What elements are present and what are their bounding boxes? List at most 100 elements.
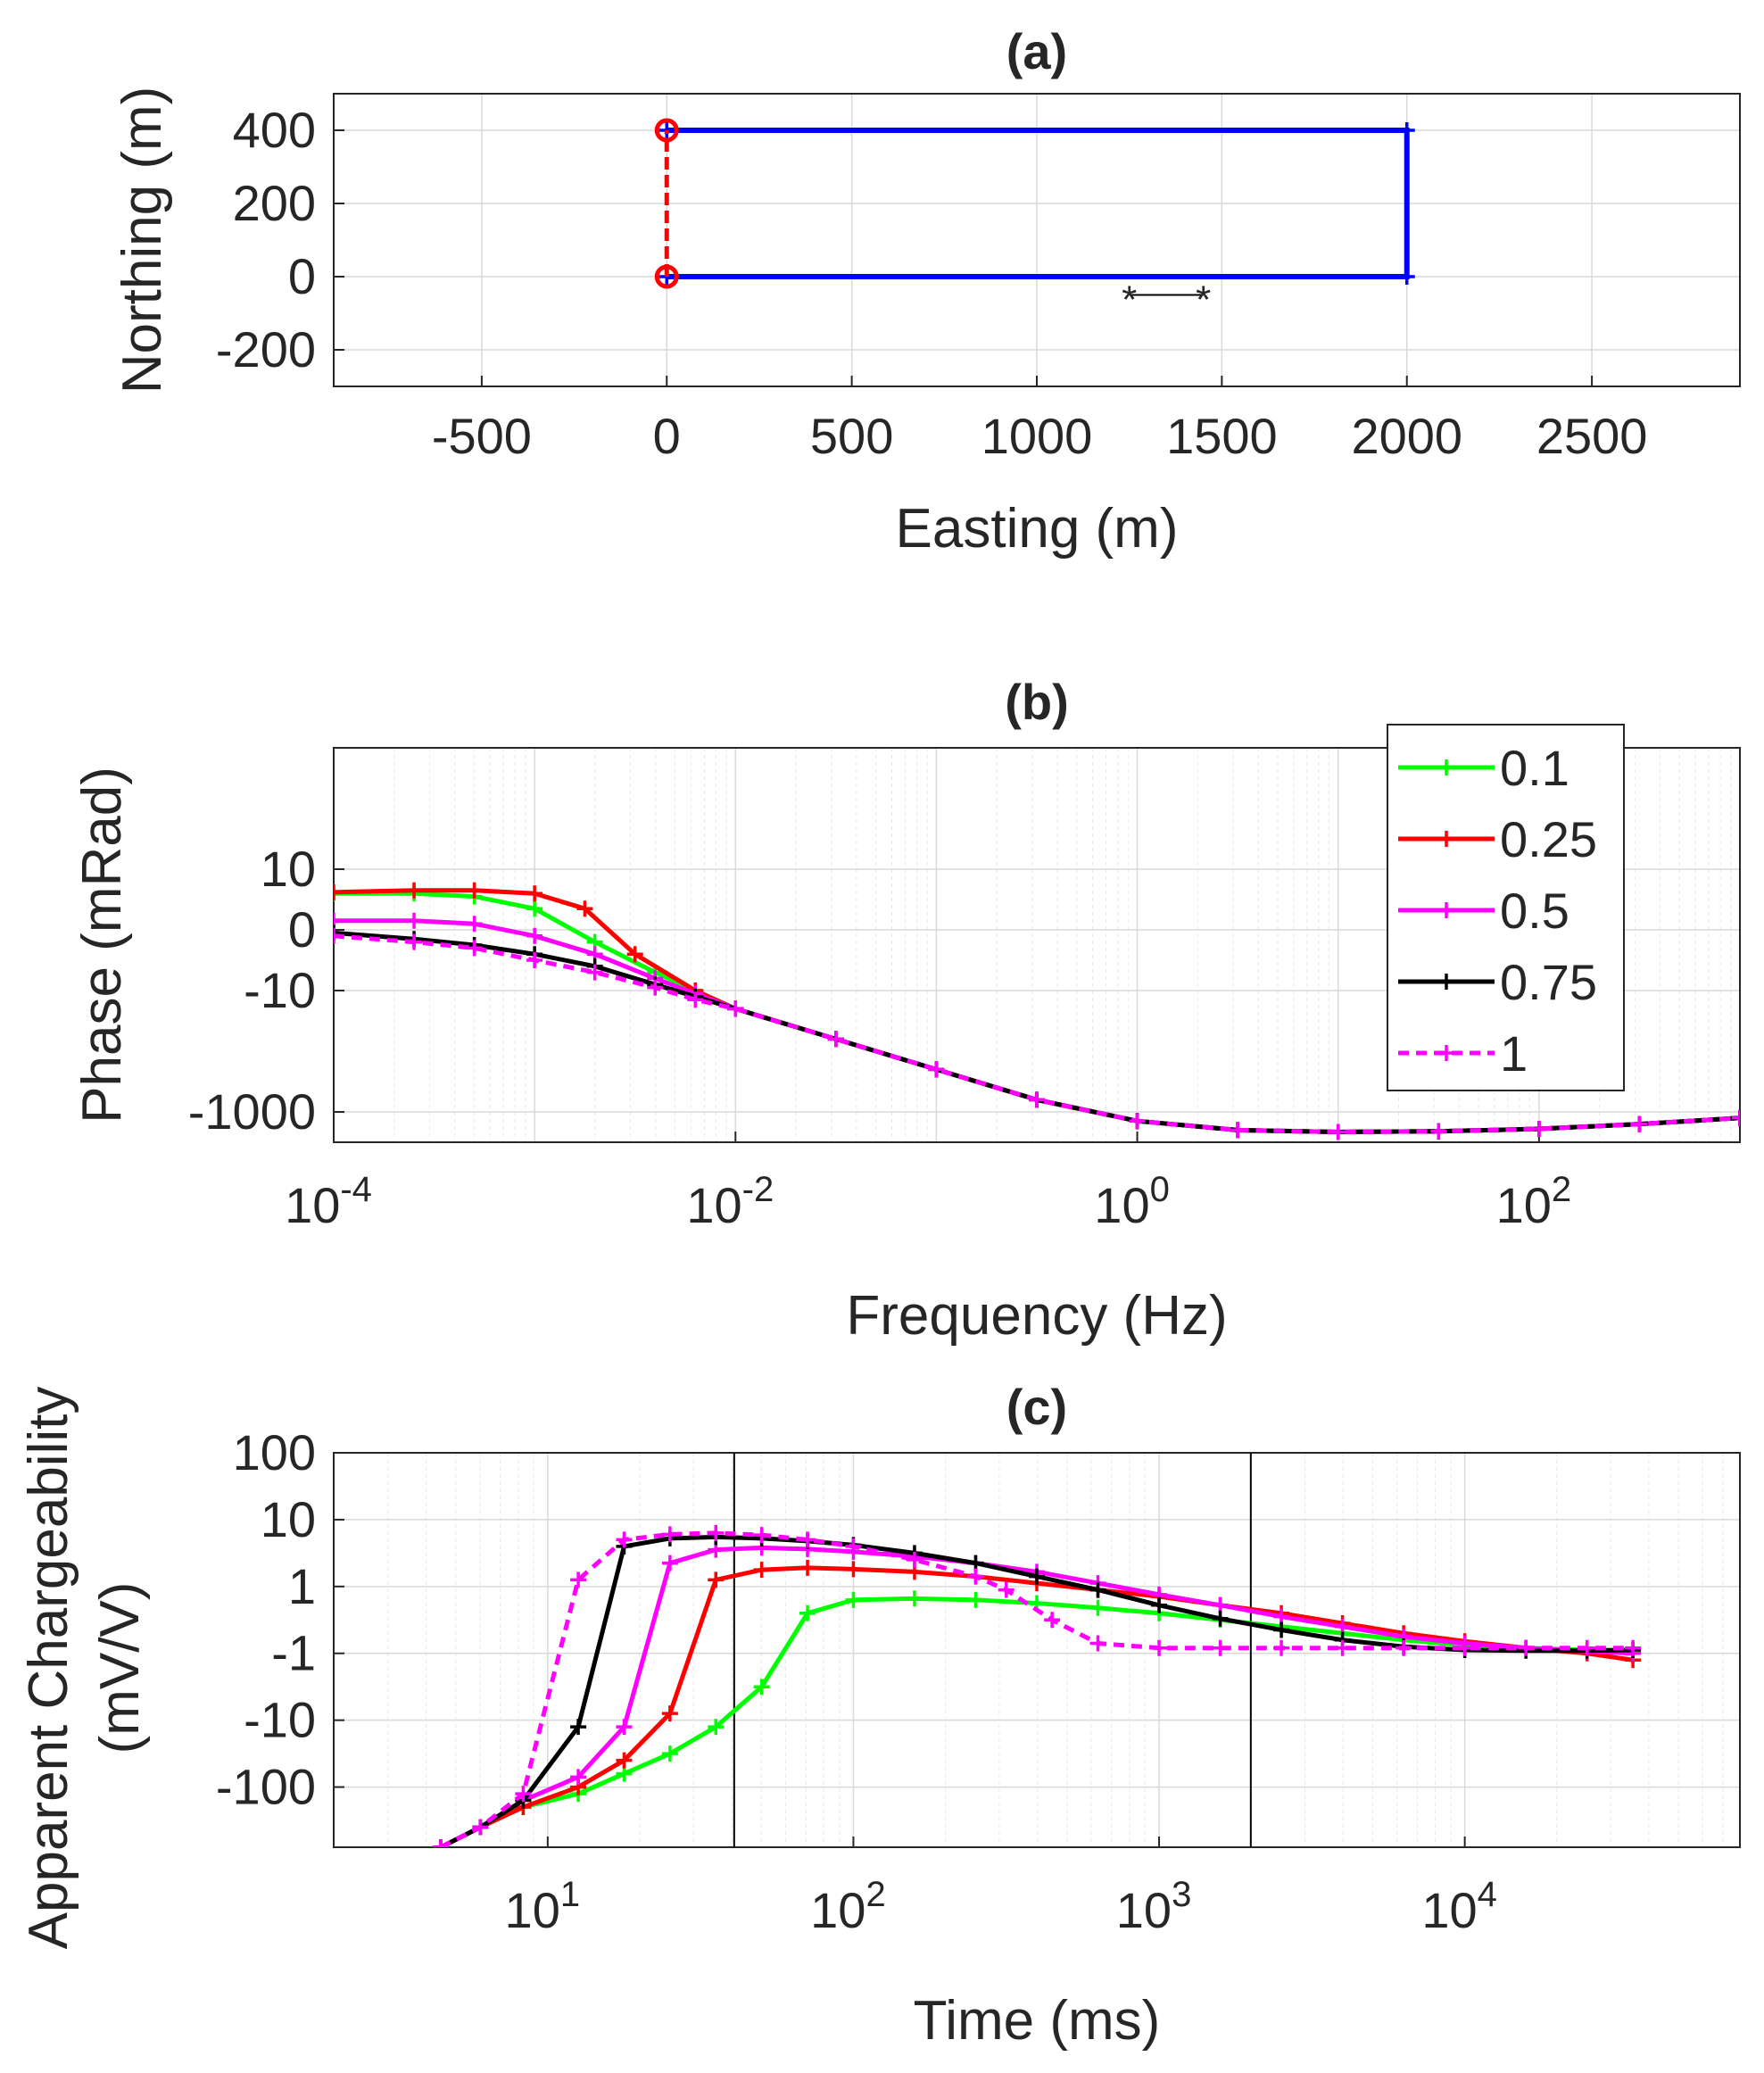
c-marker-1 — [661, 1526, 678, 1543]
b-marker-0.25 — [334, 883, 342, 900]
b-axes-frame — [333, 747, 1741, 1143]
c-marker-0.1 — [799, 1605, 816, 1621]
b-marker-0.75 — [334, 925, 342, 941]
b-legend-label: 0.25 — [1500, 811, 1597, 867]
b-marker-1 — [334, 927, 342, 944]
b-ytick-label: -10 — [244, 962, 316, 1018]
a-ytick-label: 0 — [288, 248, 316, 304]
c-marker-0.1 — [845, 1591, 862, 1608]
a-xtick-label: -500 — [432, 408, 532, 464]
b-marker-0.25 — [626, 946, 643, 963]
c-marker-1 — [1518, 1639, 1535, 1656]
b-marker-0.5 — [334, 912, 342, 929]
c-marker-0.5 — [661, 1555, 678, 1571]
b-marker-1 — [827, 1031, 844, 1048]
b-marker-1 — [466, 940, 483, 957]
c-marker-1 — [432, 1839, 449, 1847]
c-ytick-label: 100 — [233, 1424, 316, 1480]
c-ytick-label: 1 — [288, 1558, 316, 1614]
a-receiver-star: * — [1122, 278, 1137, 322]
b-legend-box — [1387, 724, 1625, 1091]
c-marker-1 — [998, 1581, 1015, 1598]
c-marker-1 — [570, 1571, 587, 1588]
c-marker-1 — [708, 1524, 725, 1541]
b-marker-0.5 — [466, 916, 483, 933]
c-ytick-label: 10 — [261, 1491, 316, 1547]
c-xtick-label: 103 — [1116, 1875, 1192, 1938]
b-series-1 — [334, 933, 1740, 1134]
a-loop-vertex — [1398, 122, 1415, 138]
c-marker-0.1 — [967, 1591, 984, 1608]
c-marker-0.1 — [1089, 1599, 1106, 1616]
c-marker-0.75 — [1151, 1596, 1168, 1613]
c-axes-frame — [333, 1452, 1741, 1848]
c-marker-1 — [1456, 1639, 1473, 1656]
b-xtick-label: 10-2 — [686, 1170, 774, 1233]
b-marker-1 — [1129, 1113, 1146, 1130]
c-marker-0.75 — [570, 1719, 587, 1736]
c-marker-1 — [515, 1786, 532, 1803]
c-series-group — [432, 1524, 1642, 1847]
b-title: (b) — [1005, 674, 1069, 730]
b-ytick-label: 10 — [261, 841, 316, 897]
a-xtick-label: 1500 — [1166, 408, 1278, 464]
b-marker-0.25 — [406, 882, 423, 899]
c-marker-0.25 — [708, 1571, 725, 1588]
a-xtick-label: 500 — [810, 408, 893, 464]
b-legend-marker — [1438, 759, 1454, 775]
b-marker-1 — [1230, 1122, 1246, 1139]
b-marker-1 — [928, 1061, 945, 1078]
b-xtick-label: 102 — [1496, 1170, 1572, 1233]
c-marker-0.75 — [1212, 1610, 1229, 1627]
b-xtick-label: 100 — [1094, 1170, 1170, 1233]
a-ytick-label: -200 — [216, 321, 316, 377]
c-marker-0.5 — [570, 1769, 587, 1786]
c-ylabel-line2: (mV/V) — [89, 1582, 151, 1754]
b-marker-0.5 — [526, 927, 543, 944]
c-marker-0.25 — [661, 1705, 678, 1722]
c-marker-0.1 — [906, 1590, 923, 1607]
b-legend-label: 0.1 — [1500, 740, 1569, 796]
a-title: (a) — [1006, 23, 1067, 79]
c-marker-1 — [1334, 1639, 1351, 1656]
c-marker-1 — [1212, 1639, 1229, 1656]
b-marker-1 — [647, 979, 664, 996]
b-legend-label: 1 — [1500, 1025, 1528, 1082]
c-marker-0.25 — [799, 1559, 816, 1576]
a-ytick-label: 400 — [233, 102, 316, 158]
c-marker-0.1 — [753, 1679, 770, 1696]
c-marker-1 — [1578, 1639, 1595, 1656]
b-marker-0.5 — [406, 912, 423, 929]
c-ytick-label: -10 — [244, 1692, 316, 1748]
c-marker-1 — [967, 1568, 984, 1585]
c-marker-1 — [845, 1538, 862, 1555]
b-marker-1 — [1029, 1091, 1045, 1108]
c-marker-0.1 — [708, 1719, 725, 1736]
a-wire-electrode — [654, 118, 679, 143]
b-legend-label: 0.75 — [1500, 954, 1597, 1010]
c-marker-1 — [472, 1819, 489, 1836]
b-marker-1 — [687, 991, 704, 1008]
b-legend-marker — [1438, 902, 1454, 918]
b-legend-marker — [1438, 974, 1454, 990]
b-marker-1 — [1631, 1115, 1648, 1132]
c-marker-1 — [1395, 1639, 1412, 1656]
a-loop-vertex — [658, 122, 675, 138]
c-marker-0.75 — [1273, 1621, 1290, 1638]
c-marker-0.25 — [753, 1562, 770, 1579]
a-xtick-label: 0 — [653, 408, 681, 464]
c-marker-1 — [799, 1531, 816, 1548]
a-ylabel: Northing (m) — [112, 87, 173, 394]
b-ylabel: Phase (mRad) — [71, 767, 133, 1124]
c-marker-0.1 — [661, 1745, 678, 1762]
c-series-1 — [439, 1530, 1634, 1847]
b-series-group — [334, 882, 1740, 1140]
b-marker-0.25 — [576, 900, 593, 917]
b-marker-1 — [406, 933, 423, 950]
b-marker-1 — [586, 964, 603, 981]
a-ytick-label: 200 — [233, 175, 316, 231]
b-xlabel: Frequency (Hz) — [846, 1285, 1227, 1347]
